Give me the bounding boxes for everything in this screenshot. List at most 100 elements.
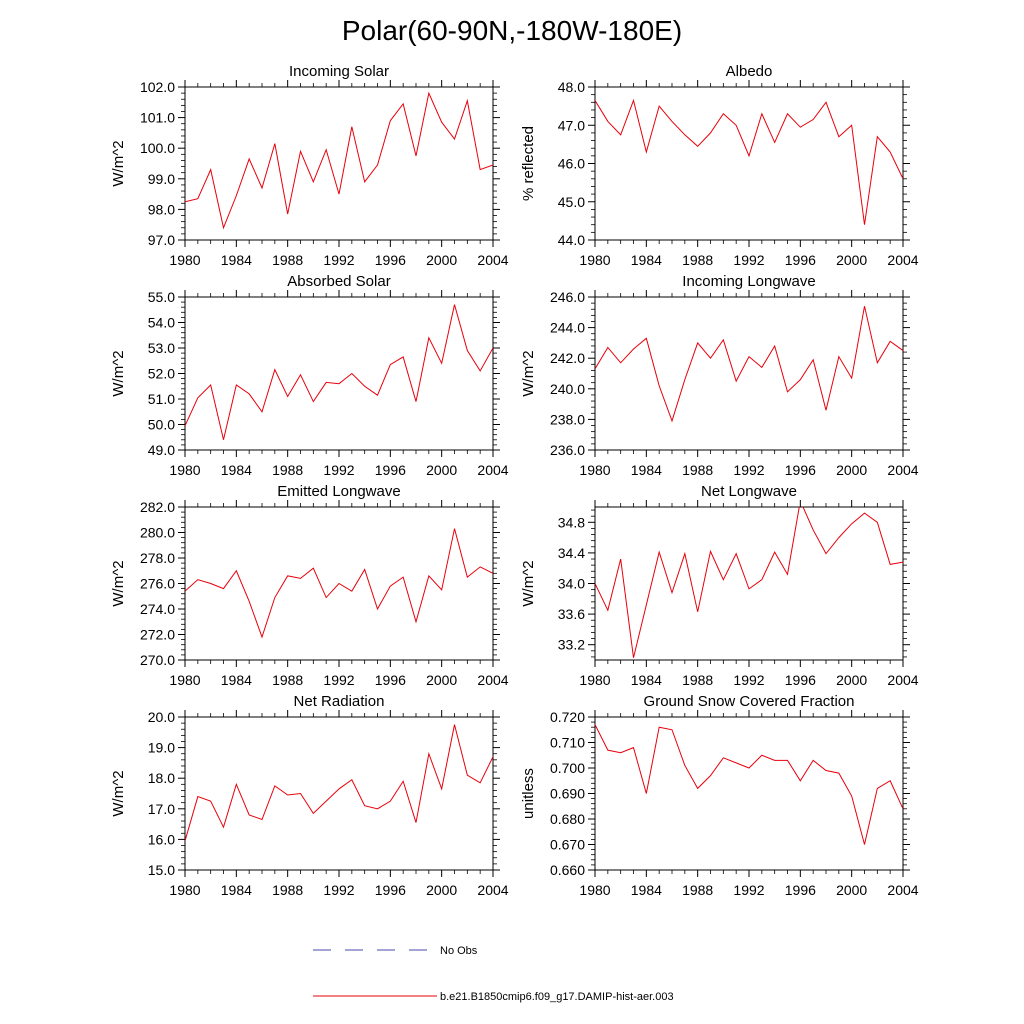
y-tick-label: 54.0 — [148, 315, 175, 331]
y-tick-label: 236.0 — [550, 442, 585, 458]
x-tick-label: 1996 — [785, 462, 816, 478]
y-tick-label: 16.0 — [148, 831, 175, 847]
x-tick-label: 2004 — [887, 462, 918, 478]
x-tick-label: 1980 — [579, 462, 610, 478]
panel-title: Incoming Longwave — [682, 273, 815, 290]
legend: No Obs b.e21.B1850cmip6.f09_g17.DAMIP-hi… — [313, 945, 674, 1003]
panel-title: Net Radiation — [294, 693, 385, 710]
y-axis-label: % reflected — [520, 126, 537, 201]
x-tick-label: 2000 — [426, 252, 457, 268]
x-tick-label: 1984 — [221, 672, 252, 688]
x-tick-label: 1992 — [733, 882, 764, 898]
x-tick-label: 1984 — [631, 672, 662, 688]
figure-title: Polar(60-90N,-180W-180E) — [342, 15, 682, 46]
x-tick-label: 1996 — [375, 672, 406, 688]
plot-frame — [184, 86, 494, 241]
y-tick-label: 52.0 — [148, 366, 175, 382]
panel-title: Ground Snow Covered Fraction — [644, 693, 855, 710]
x-tick-label: 2000 — [836, 462, 867, 478]
y-tick-label: 100.0 — [140, 140, 175, 156]
y-tick-label: 34.4 — [558, 545, 585, 561]
legend-model-label: b.e21.B1850cmip6.f09_g17.DAMIP-hist-aer.… — [440, 991, 674, 1003]
plot-frame — [184, 716, 494, 871]
y-tick-label: 47.0 — [558, 117, 585, 133]
y-tick-label: 0.690 — [550, 786, 585, 802]
y-tick-label: 0.670 — [550, 837, 585, 853]
series-line — [185, 528, 493, 639]
panels: 1980 1984 1988 1992 1996 2000 2004 97.0 98.0 99.0… — [110, 63, 919, 898]
y-tick-label: 53.0 — [148, 340, 175, 356]
x-tick-label: 1988 — [682, 672, 713, 688]
x-tick-label: 1992 — [733, 252, 764, 268]
x-tick-label: 2000 — [836, 672, 867, 688]
y-axis-label: unitless — [520, 768, 537, 819]
y-tick-label: 0.720 — [550, 709, 585, 725]
x-tick-label: 2000 — [836, 882, 867, 898]
x-tick-label: 1996 — [785, 672, 816, 688]
plot-frame — [184, 296, 494, 451]
x-tick-label: 1992 — [323, 882, 354, 898]
x-tick-label: 1996 — [785, 252, 816, 268]
y-tick-label: 99.0 — [148, 171, 175, 187]
x-tick-label: 2004 — [477, 672, 508, 688]
x-tick-label: 1988 — [682, 252, 713, 268]
y-tick-label: 48.0 — [558, 79, 585, 95]
x-tick-label: 2000 — [836, 252, 867, 268]
y-tick-label: 33.6 — [558, 606, 585, 622]
x-tick-label: 1984 — [221, 252, 252, 268]
series-line — [185, 304, 493, 440]
x-tick-label: 2004 — [887, 252, 918, 268]
y-tick-label: 20.0 — [148, 709, 175, 725]
series-line — [595, 98, 903, 225]
y-tick-label: 19.0 — [148, 740, 175, 756]
x-tick-label: 1980 — [169, 252, 200, 268]
y-tick-label: 278.0 — [140, 550, 175, 566]
panel-5: 1980 1984 1988 1992 1996 2000 2004 270.0 272.0 27… — [110, 483, 509, 688]
y-tick-label: 244.0 — [550, 320, 585, 336]
series-line — [595, 507, 903, 658]
x-tick-label: 1980 — [169, 882, 200, 898]
x-tick-label: 1988 — [272, 882, 303, 898]
x-tick-label: 1980 — [579, 882, 610, 898]
y-tick-label: 49.0 — [148, 442, 175, 458]
panel-6: 1980 1984 1988 1992 1996 2000 2004 33.2 33.6 34.0… — [520, 483, 919, 688]
y-axis-label: W/m^2 — [110, 770, 127, 816]
x-tick-label: 1992 — [323, 462, 354, 478]
x-tick-label: 1988 — [682, 462, 713, 478]
x-tick-label: 1996 — [785, 882, 816, 898]
y-tick-label: 242.0 — [550, 350, 585, 366]
x-tick-label: 1980 — [579, 672, 610, 688]
plot-frame — [594, 716, 904, 871]
y-tick-label: 0.700 — [550, 760, 585, 776]
y-tick-label: 0.680 — [550, 811, 585, 827]
x-tick-label: 1984 — [631, 462, 662, 478]
x-tick-label: 1988 — [682, 882, 713, 898]
series-line — [595, 724, 903, 845]
panel-7: 1980 1984 1988 1992 1996 2000 2004 15.0 16.0 17.0… — [110, 693, 509, 898]
panel-title: Emitted Longwave — [277, 483, 400, 500]
panel-8: 1980 1984 1988 1992 1996 2000 2004 0.660 0.670 0.… — [520, 693, 919, 898]
y-axis-label: W/m^2 — [110, 350, 127, 396]
series-line — [595, 306, 903, 423]
y-tick-label: 0.710 — [550, 735, 585, 751]
y-tick-label: 15.0 — [148, 862, 175, 878]
x-tick-label: 2000 — [426, 672, 457, 688]
y-tick-label: 34.8 — [558, 514, 585, 530]
y-tick-label: 98.0 — [148, 201, 175, 217]
x-tick-label: 2004 — [477, 252, 508, 268]
y-tick-label: 44.0 — [558, 232, 585, 248]
x-tick-label: 1984 — [631, 252, 662, 268]
y-tick-label: 46.0 — [558, 156, 585, 172]
series-line — [185, 724, 493, 842]
plot-frame — [594, 506, 904, 661]
x-tick-label: 1988 — [272, 462, 303, 478]
x-tick-label: 2004 — [477, 462, 508, 478]
y-tick-label: 246.0 — [550, 289, 585, 305]
x-tick-label: 2004 — [477, 882, 508, 898]
x-tick-label: 1992 — [323, 252, 354, 268]
x-tick-label: 1996 — [375, 462, 406, 478]
y-tick-label: 0.660 — [550, 862, 585, 878]
panel-3: 1980 1984 1988 1992 1996 2000 2004 49.0 50.0 51.0… — [110, 273, 509, 478]
x-tick-label: 1980 — [579, 252, 610, 268]
